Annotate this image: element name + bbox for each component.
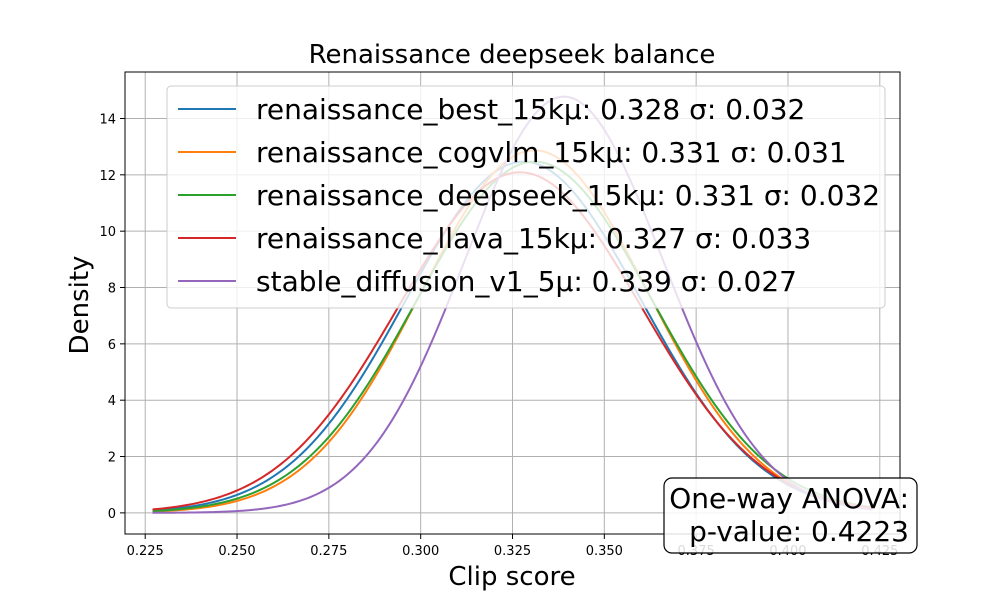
y-tick-label: 4: [108, 394, 116, 409]
legend-box: [166, 85, 886, 309]
x-tick-label: 0.350: [586, 544, 623, 559]
legend-entry-0: renaissance_best_15kμ: 0.328 σ: 0.032: [256, 93, 805, 126]
legend: renaissance_best_15kμ: 0.328 σ: 0.032 ren…: [166, 85, 886, 309]
y-tick-label: 12: [99, 169, 116, 184]
anova-title: One-way ANOVA:: [669, 482, 909, 515]
anova-annotation: One-way ANOVA: p-value: 0.4223: [663, 477, 918, 554]
y-tick-label: 8: [108, 282, 116, 297]
y-tick-label: 6: [108, 338, 116, 353]
y-tick-label: 2: [108, 451, 116, 466]
legend-entry-4: stable_diffusion_v1_5μ: 0.339 σ: 0.027: [256, 265, 797, 298]
anova-box: [663, 477, 918, 554]
x-tick-label: 0.225: [127, 544, 164, 559]
y-tick-label: 10: [99, 225, 116, 240]
legend-entry-1: renaissance_cogvlm_15kμ: 0.331 σ: 0.031: [256, 136, 847, 169]
x-axis-label: Clip score: [448, 562, 575, 592]
legend-entry-3: renaissance_llava_15kμ: 0.327 σ: 0.033: [256, 222, 811, 255]
y-axis-ticks: 0 2 4 6 8 10 12 14: [99, 112, 125, 522]
x-tick-label: 0.275: [310, 544, 347, 559]
legend-entry-2: renaissance_deepseek_15kμ: 0.331 σ: 0.03…: [256, 179, 880, 212]
y-tick-label: 0: [108, 507, 116, 522]
y-tick-label: 14: [99, 112, 116, 127]
y-axis-label: Density: [65, 256, 95, 355]
chart-title: Renaissance deepseek balance: [309, 40, 716, 70]
x-tick-label: 0.250: [218, 544, 255, 559]
x-tick-label: 0.325: [494, 544, 531, 559]
x-tick-label: 0.300: [402, 544, 439, 559]
anova-p-value: p-value: 0.4223: [689, 515, 909, 548]
